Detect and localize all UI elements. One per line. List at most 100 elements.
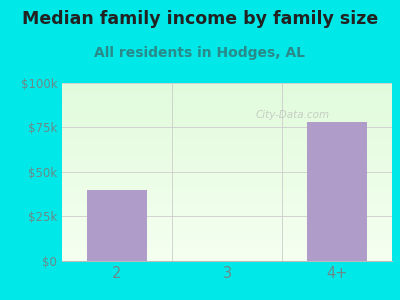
Bar: [62, 255, 400, 256]
Bar: [62, 156, 400, 158]
Bar: [62, 149, 400, 150]
Bar: [62, 82, 400, 84]
Bar: [62, 240, 400, 241]
Bar: [62, 250, 400, 251]
Bar: [62, 135, 400, 136]
Bar: [62, 99, 400, 100]
Bar: [62, 256, 400, 257]
Bar: [62, 247, 400, 248]
Bar: [62, 178, 400, 179]
Bar: [62, 119, 400, 121]
Bar: [62, 111, 400, 112]
Bar: [62, 138, 400, 140]
Bar: [62, 169, 400, 171]
Bar: [62, 140, 400, 141]
Bar: [62, 260, 400, 261]
Bar: [62, 202, 400, 203]
Bar: [62, 188, 400, 190]
Bar: [62, 164, 400, 165]
Bar: [62, 173, 400, 174]
Bar: [62, 172, 400, 173]
Bar: [62, 143, 400, 144]
Bar: [62, 158, 400, 159]
Bar: [62, 116, 400, 117]
Bar: [62, 214, 400, 216]
Bar: [62, 211, 400, 212]
Bar: [62, 200, 400, 202]
Bar: [62, 224, 400, 225]
Bar: [62, 118, 400, 119]
Bar: [62, 117, 400, 118]
Bar: [62, 257, 400, 259]
Bar: [62, 148, 400, 149]
Bar: [62, 206, 400, 208]
Bar: [62, 160, 400, 161]
Bar: [62, 237, 400, 238]
Bar: [307, 122, 367, 261]
Text: Median family income by family size: Median family income by family size: [22, 11, 378, 28]
Bar: [62, 87, 400, 88]
Bar: [62, 123, 400, 124]
Bar: [62, 222, 400, 223]
Bar: [62, 212, 400, 213]
Bar: [62, 248, 400, 249]
Bar: [62, 98, 400, 99]
Bar: [62, 190, 400, 191]
Bar: [62, 185, 400, 186]
Bar: [62, 249, 400, 250]
Bar: [62, 109, 400, 110]
Bar: [62, 91, 400, 92]
Bar: [62, 208, 400, 210]
Bar: [62, 216, 400, 217]
Bar: [62, 181, 400, 182]
Bar: [62, 197, 400, 198]
Bar: [62, 226, 400, 228]
Bar: [62, 187, 400, 188]
Bar: [62, 174, 400, 175]
Bar: [62, 153, 400, 154]
Bar: [62, 186, 400, 187]
Bar: [62, 127, 400, 128]
Text: City-Data.com: City-Data.com: [256, 110, 330, 120]
Bar: [62, 192, 400, 193]
Bar: [87, 190, 147, 261]
Bar: [62, 165, 400, 166]
Bar: [62, 229, 400, 230]
Bar: [62, 96, 400, 97]
Bar: [62, 88, 400, 90]
Bar: [62, 175, 400, 176]
Bar: [62, 161, 400, 162]
Bar: [62, 147, 400, 148]
Bar: [62, 184, 400, 185]
Bar: [62, 100, 400, 101]
Bar: [62, 244, 400, 245]
Bar: [62, 125, 400, 127]
Bar: [62, 234, 400, 235]
Bar: [62, 121, 400, 122]
Text: All residents in Hodges, AL: All residents in Hodges, AL: [94, 46, 306, 61]
Bar: [62, 144, 400, 145]
Bar: [62, 243, 400, 244]
Bar: [62, 210, 400, 211]
Bar: [62, 204, 400, 205]
Bar: [62, 235, 400, 236]
Bar: [62, 236, 400, 237]
Bar: [62, 230, 400, 231]
Bar: [62, 90, 400, 91]
Bar: [62, 228, 400, 229]
Bar: [62, 220, 400, 222]
Bar: [62, 159, 400, 160]
Bar: [62, 254, 400, 255]
Bar: [62, 205, 400, 206]
Bar: [62, 129, 400, 130]
Bar: [62, 142, 400, 143]
Bar: [62, 194, 400, 196]
Bar: [62, 92, 400, 93]
Bar: [62, 193, 400, 194]
Bar: [62, 218, 400, 219]
Bar: [62, 241, 400, 242]
Bar: [62, 152, 400, 153]
Bar: [62, 84, 400, 85]
Bar: [62, 198, 400, 199]
Bar: [62, 168, 400, 169]
